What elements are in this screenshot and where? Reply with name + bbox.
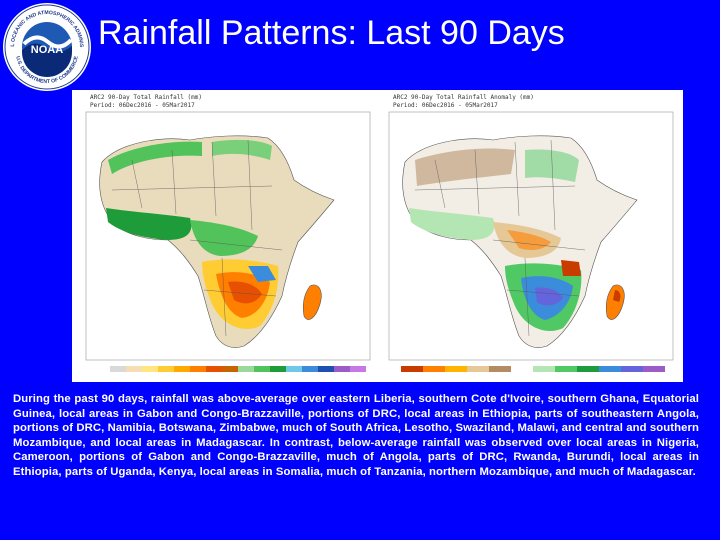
map-title: ARC2 90-Day Total Rainfall Anomaly (mm)	[393, 94, 534, 101]
map-period: Period: 06Dec2016 - 05Mar2017	[393, 102, 498, 109]
map-period: Period: 06Dec2016 - 05Mar2017	[90, 102, 195, 109]
slide-title: Rainfall Patterns: Last 90 Days	[98, 14, 565, 52]
map-header: ARC2 90-Day Total Rainfall Anomaly (mm) …	[393, 94, 534, 110]
rainfall-summary-text: During the past 90 days, rainfall was ab…	[13, 393, 699, 478]
logo-center-text: NOAA	[31, 44, 63, 56]
rainfall-total-map-graphic	[85, 111, 371, 372]
rainfall-total-map: ARC2 90-Day Total Rainfall (mm) Period: …	[72, 90, 380, 382]
map-title: ARC2 90-Day Total Rainfall (mm)	[90, 94, 202, 101]
rainfall-anomaly-map: ARC2 90-Day Total Rainfall Anomaly (mm) …	[375, 90, 683, 382]
map-header: ARC2 90-Day Total Rainfall (mm) Period: …	[90, 94, 202, 110]
noaa-logo: NATIONAL OCEANIC AND ATMOSPHERIC ADMINIS…	[2, 2, 91, 91]
rainfall-anomaly-map-graphic	[388, 111, 674, 372]
